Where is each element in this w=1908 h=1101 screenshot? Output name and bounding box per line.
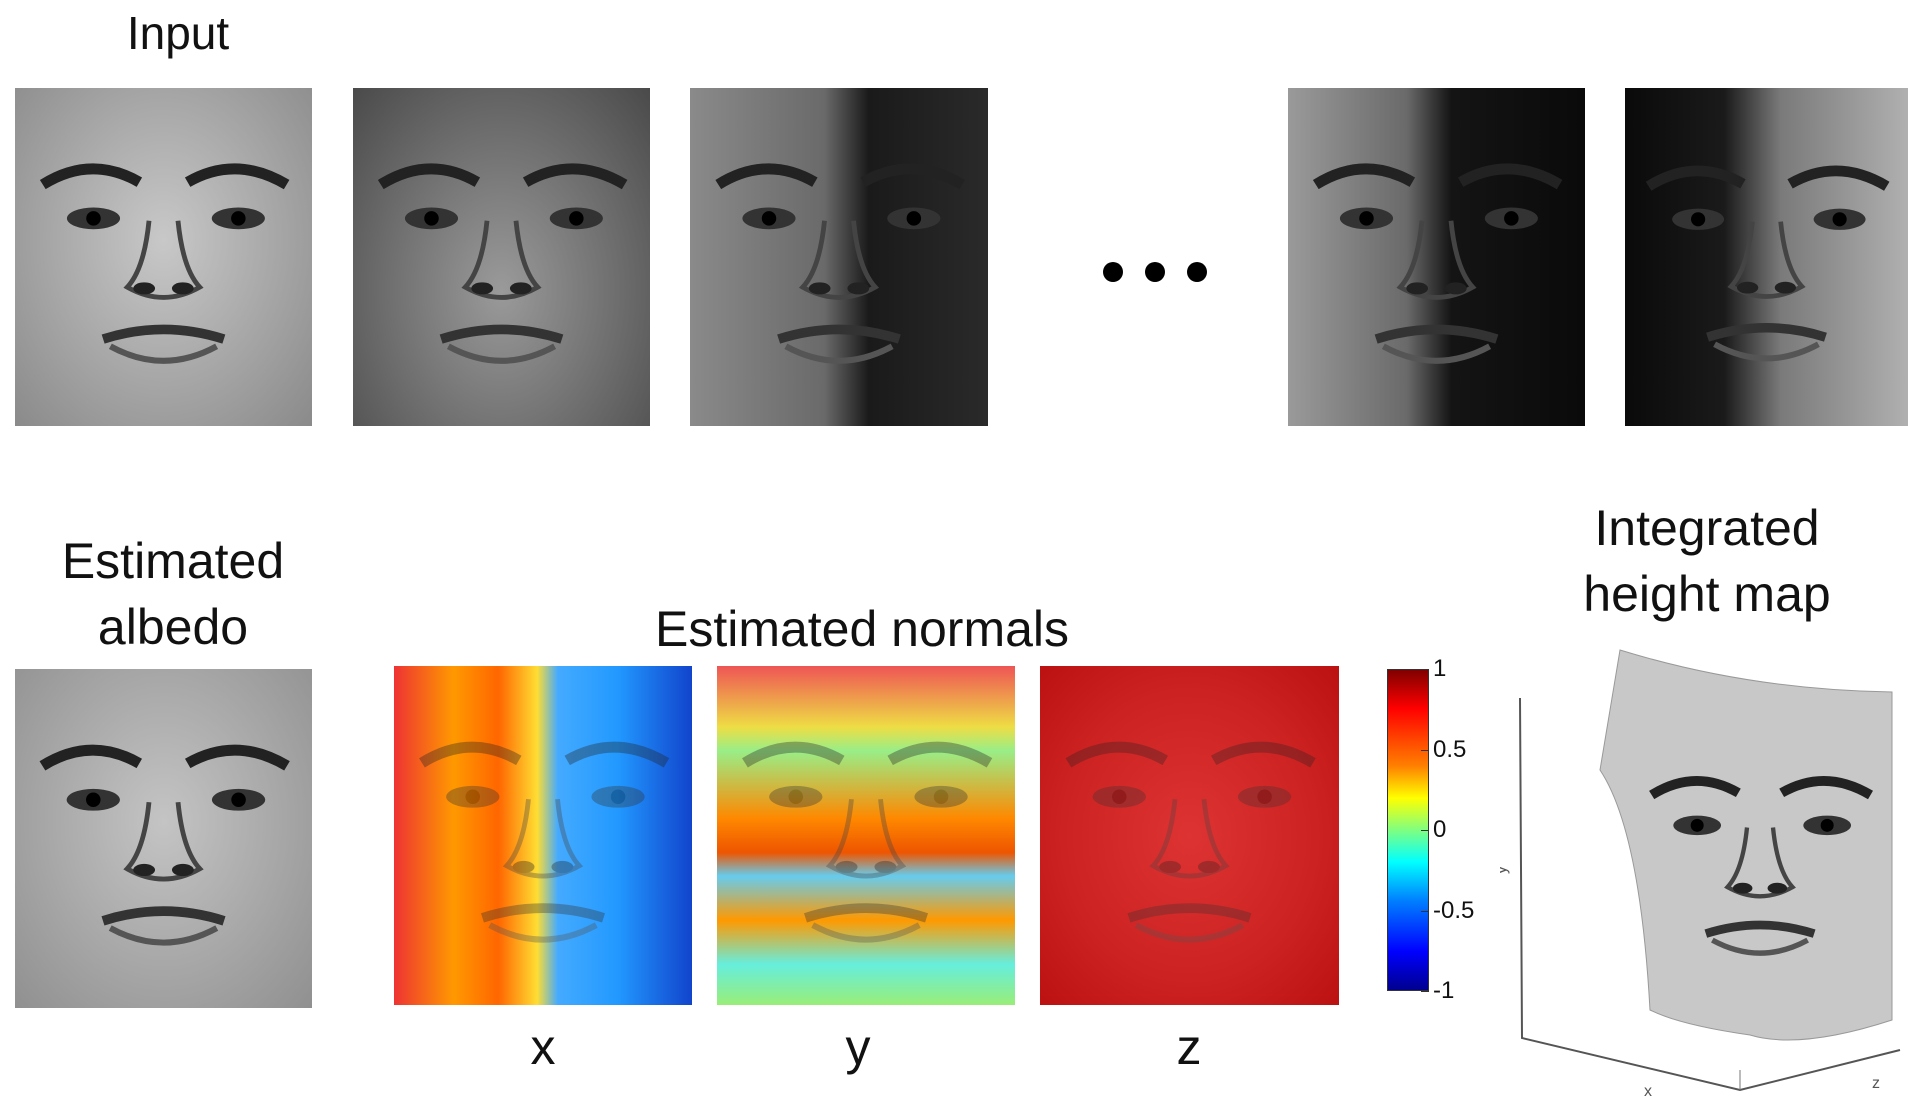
height-map-label: Integrated height map: [1557, 495, 1857, 627]
figure: Input Estimated albedo Estimated normals…: [0, 0, 1908, 1101]
input-label: Input: [28, 0, 328, 66]
normals-label: Estimated normals: [562, 596, 1162, 662]
colorbar-tick-label: 0: [1433, 816, 1446, 844]
normal-map-y: [717, 666, 1015, 1005]
colorbar-tick-label: -0.5: [1433, 897, 1474, 925]
input-image: [353, 88, 650, 426]
component-label: z: [1149, 1018, 1229, 1076]
colorbar-tick: [1421, 750, 1429, 751]
colorbar-tick: [1421, 830, 1429, 831]
colorbar-tick-label: 1: [1433, 655, 1446, 683]
normal-map-x: [394, 666, 692, 1005]
albedo-label: Estimated albedo: [23, 528, 323, 660]
input-image: [15, 88, 312, 426]
colorbar-tick-label: -1: [1433, 977, 1454, 1005]
albedo-image: [15, 669, 312, 1008]
ellipsis: [1100, 255, 1210, 289]
colorbar-tick: [1421, 669, 1429, 670]
component-label: x: [503, 1018, 583, 1076]
colorbar-tick-label: 0.5: [1433, 736, 1466, 764]
axis-label: x: [1644, 1083, 1652, 1100]
input-image: [690, 88, 988, 426]
height-map-plot: y x z: [1500, 630, 1908, 1100]
colorbar-tick: [1421, 991, 1429, 992]
component-label: y: [818, 1018, 898, 1076]
axis-label: y: [1500, 866, 1510, 874]
input-image: [1625, 88, 1908, 426]
normal-map-z: [1040, 666, 1339, 1005]
axis-label: z: [1872, 1075, 1880, 1092]
input-image: [1288, 88, 1585, 426]
colorbar-tick: [1421, 911, 1429, 912]
